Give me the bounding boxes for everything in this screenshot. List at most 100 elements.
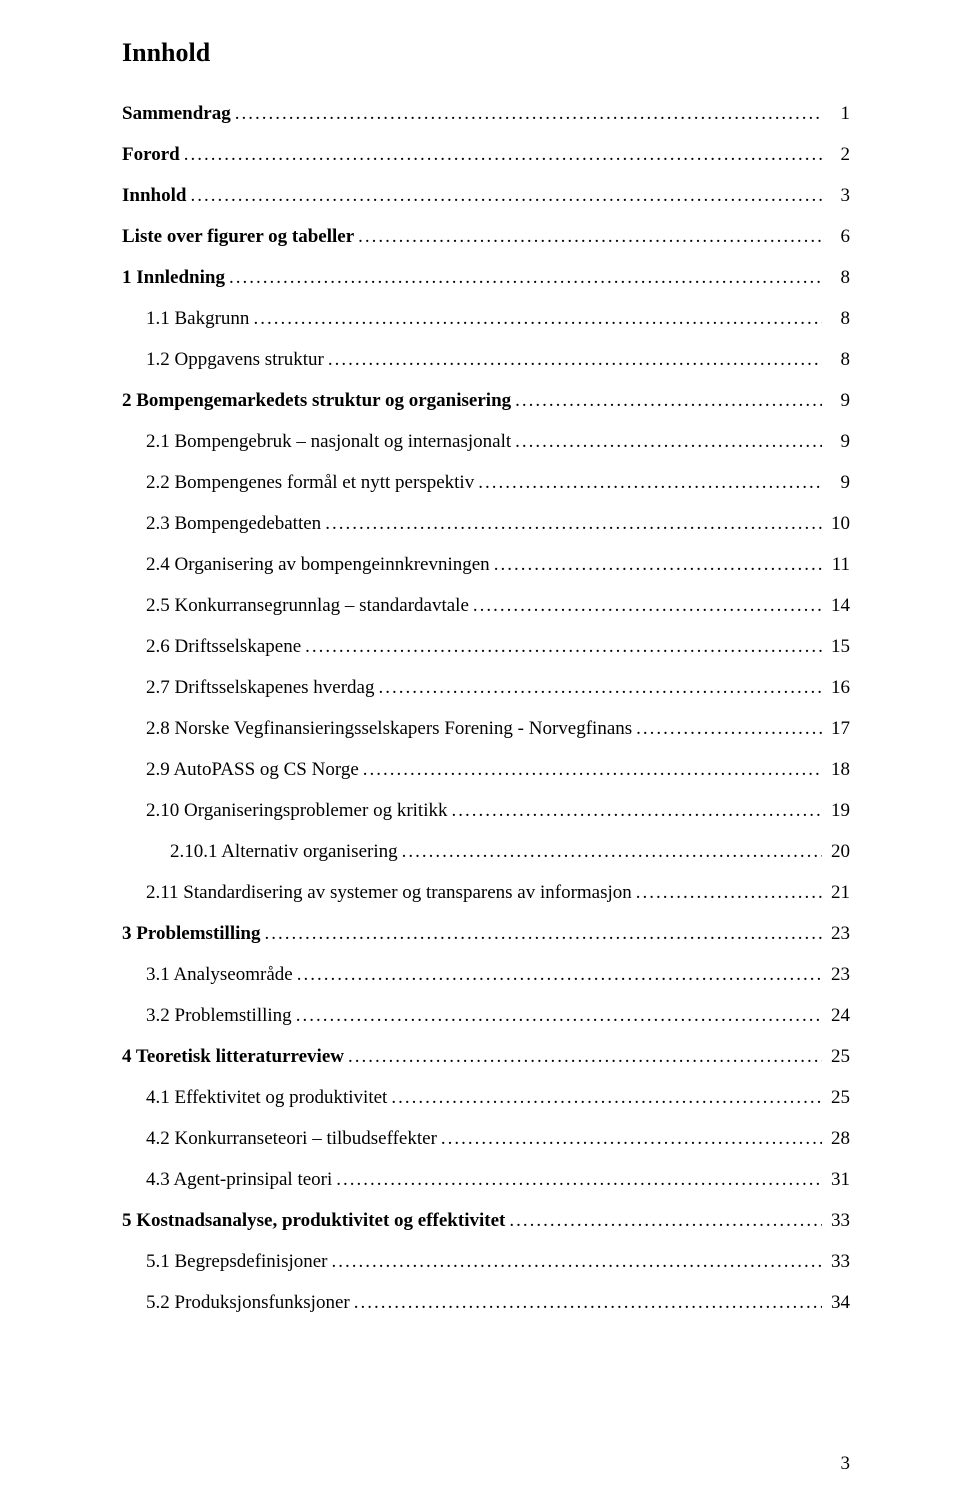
toc-entry-page: 21 [826,883,850,902]
toc-row: 1.2 Oppgavens struktur8 [122,350,850,369]
toc-entry-page: 17 [826,719,850,738]
toc-leader-dots [229,268,822,287]
document-page: Innhold Sammendrag 1 Forord 2 Innhold3 Liste … [0,0,960,1511]
toc-leader-dots [473,596,822,615]
toc-leader-dots [354,1293,822,1312]
toc-leader-dots [441,1129,822,1148]
table-of-contents: Sammendrag 1 Forord 2 Innhold3 Liste over fig… [122,104,850,1312]
toc-entry-page: 8 [826,309,850,328]
toc-leader-dots [515,432,822,451]
toc-leader-dots [336,1170,822,1189]
toc-row: 4 Teoretisk litteraturreview25 [122,1047,850,1066]
toc-leader-dots [391,1088,822,1107]
toc-entry-label: 4.1 Effektivitet og produktivitet [122,1088,387,1107]
toc-leader-dots [325,514,822,533]
toc-entry-label: 2.9 AutoPASS og CS Norge [122,760,359,779]
toc-entry-label: 4 Teoretisk litteraturreview [122,1047,344,1066]
toc-entry-page: 28 [826,1129,850,1148]
toc-entry-page: 20 [826,842,850,861]
toc-entry-label: Innhold [122,186,186,205]
toc-entry-page: 10 [826,514,850,533]
toc-entry-page: 31 [826,1170,850,1189]
toc-leader-dots [332,1252,822,1271]
toc-row: Innhold3 [122,186,850,205]
toc-entry-page: 9 [826,473,850,492]
toc-row: 2.3 Bompengedebatten 10 [122,514,850,533]
toc-row: 4.2 Konkurranseteori – tilbudseffekter 28 [122,1129,850,1148]
toc-entry-label: 2.3 Bompengedebatten [122,514,321,533]
toc-entry-label: Liste over figurer og tabeller [122,227,354,246]
toc-entry-page: 15 [826,637,850,656]
toc-entry-label: Sammendrag [122,104,231,123]
toc-leader-dots [478,473,822,492]
toc-leader-dots [296,1006,822,1025]
toc-row: 2 Bompengemarkedets struktur og organise… [122,391,850,410]
toc-entry-page: 25 [826,1088,850,1107]
toc-entry-label: 2.10.1 Alternativ organisering [122,842,398,861]
toc-leader-dots [452,801,823,820]
toc-row: Forord 2 [122,145,850,164]
toc-row: 2.4 Organisering av bompengeinnkrevninge… [122,555,850,574]
toc-row: 2.7 Driftsselskapenes hverdag 16 [122,678,850,697]
toc-entry-label: 2.4 Organisering av bompengeinnkrevninge… [122,555,490,574]
toc-leader-dots [358,227,822,246]
toc-entry-label: 1.1 Bakgrunn [122,309,249,328]
toc-entry-label: 3 Problemstilling [122,924,260,943]
toc-row: 4.3 Agent-prinsipal teori 31 [122,1170,850,1189]
toc-row: 3.2 Problemstilling24 [122,1006,850,1025]
toc-leader-dots [235,104,822,123]
toc-row: Sammendrag 1 [122,104,850,123]
toc-entry-page: 6 [826,227,850,246]
toc-leader-dots [264,924,822,943]
toc-entry-label: 5.2 Produksjonsfunksjoner [122,1293,350,1312]
toc-leader-dots [253,309,822,328]
toc-entry-page: 16 [826,678,850,697]
toc-leader-dots [509,1211,822,1230]
toc-entry-page: 23 [826,965,850,984]
toc-entry-label: 2.8 Norske Vegfinansieringsselskapers Fo… [122,719,632,738]
toc-leader-dots [297,965,822,984]
toc-entry-page: 1 [826,104,850,123]
toc-leader-dots [184,145,822,164]
toc-leader-dots [494,555,822,574]
toc-row: 2.11 Standardisering av systemer og tran… [122,883,850,902]
toc-row: 2.10 Organiseringsproblemer og kritikk19 [122,801,850,820]
toc-leader-dots [636,719,822,738]
toc-row: Liste over figurer og tabeller 6 [122,227,850,246]
toc-entry-label: 4.3 Agent-prinsipal teori [122,1170,332,1189]
toc-row: 3 Problemstilling23 [122,924,850,943]
toc-leader-dots [378,678,822,697]
toc-row: 1.1 Bakgrunn 8 [122,309,850,328]
toc-entry-page: 19 [826,801,850,820]
toc-row: 5.2 Produksjonsfunksjoner34 [122,1293,850,1312]
toc-leader-dots [328,350,822,369]
toc-entry-label: 3.1 Analyseområde [122,965,293,984]
page-title: Innhold [122,38,850,68]
toc-entry-page: 33 [826,1211,850,1230]
toc-entry-label: Forord [122,145,180,164]
toc-row: 2.1 Bompengebruk – nasjonalt og internas… [122,432,850,451]
toc-entry-label: 1 Innledning [122,268,225,287]
toc-entry-label: 2.2 Bompengenes formål et nytt perspekti… [122,473,474,492]
toc-entry-page: 8 [826,268,850,287]
toc-entry-page: 9 [826,432,850,451]
toc-entry-label: 2 Bompengemarkedets struktur og organise… [122,391,511,410]
toc-leader-dots [363,760,822,779]
toc-row: 4.1 Effektivitet og produktivitet 25 [122,1088,850,1107]
toc-row: 2.9 AutoPASS og CS Norge18 [122,760,850,779]
toc-row: 5.1 Begrepsdefinisjoner33 [122,1252,850,1271]
toc-leader-dots [636,883,822,902]
toc-row: 1 Innledning 8 [122,268,850,287]
toc-entry-label: 2.6 Driftsselskapene [122,637,301,656]
toc-entry-label: 5.1 Begrepsdefinisjoner [122,1252,328,1271]
toc-entry-label: 2.7 Driftsselskapenes hverdag [122,678,374,697]
toc-entry-label: 5 Kostnadsanalyse, produktivitet og effe… [122,1211,505,1230]
toc-entry-page: 2 [826,145,850,164]
toc-entry-label: 4.2 Konkurranseteori – tilbudseffekter [122,1129,437,1148]
toc-row: 2.5 Konkurransegrunnlag – standardavtale… [122,596,850,615]
toc-leader-dots [402,842,822,861]
toc-entry-label: 3.2 Problemstilling [122,1006,292,1025]
toc-row: 2.6 Driftsselskapene 15 [122,637,850,656]
toc-entry-page: 14 [826,596,850,615]
toc-entry-page: 9 [826,391,850,410]
